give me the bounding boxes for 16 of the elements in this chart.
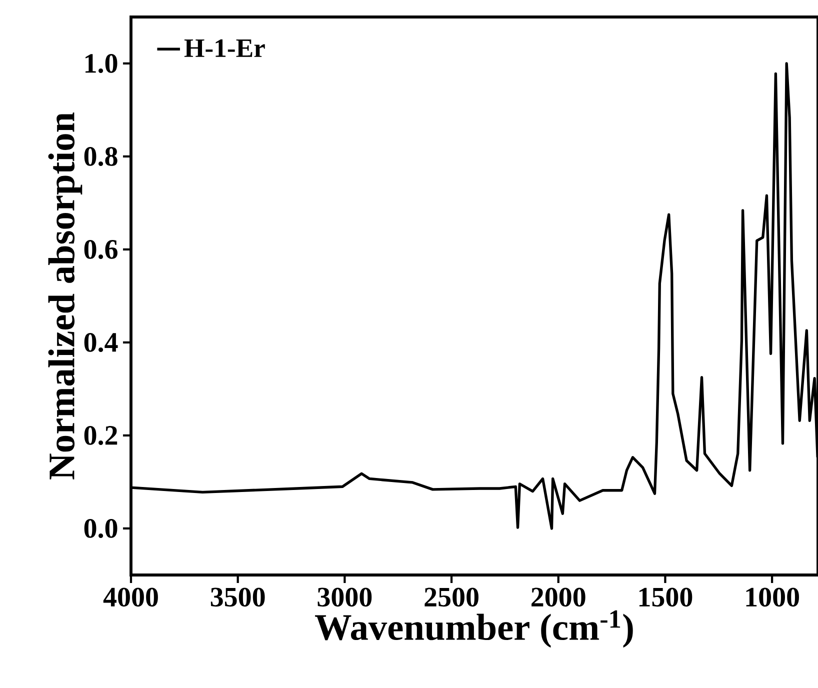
y-tick-label: 0.0 (84, 518, 118, 538)
y-tick-label: 0.6 (84, 240, 118, 259)
y-tick-label: 1.0 (86, 54, 118, 73)
x-tick-label: 2000 (532, 588, 586, 607)
y-tick-label: 0.2 (84, 426, 118, 445)
legend-label: H-1-Er (184, 39, 265, 57)
x-tick-label: 1000 (746, 588, 799, 607)
x-tick-label: 3000 (318, 588, 372, 607)
x-tick-label: 3500 (210, 588, 265, 607)
y-axis-title: Normalized absorption (48, 112, 82, 480)
y-tick-label: 0.8 (84, 146, 118, 166)
x-tick-label: 2500 (424, 588, 478, 607)
x-axis-title: Wavenumber (cm$^{-1}$) (315, 610, 633, 648)
y-tick-label: 0.4 (84, 332, 118, 352)
x-tick-label: 1500 (639, 588, 692, 607)
x-tick-label: 4000 (103, 588, 158, 607)
